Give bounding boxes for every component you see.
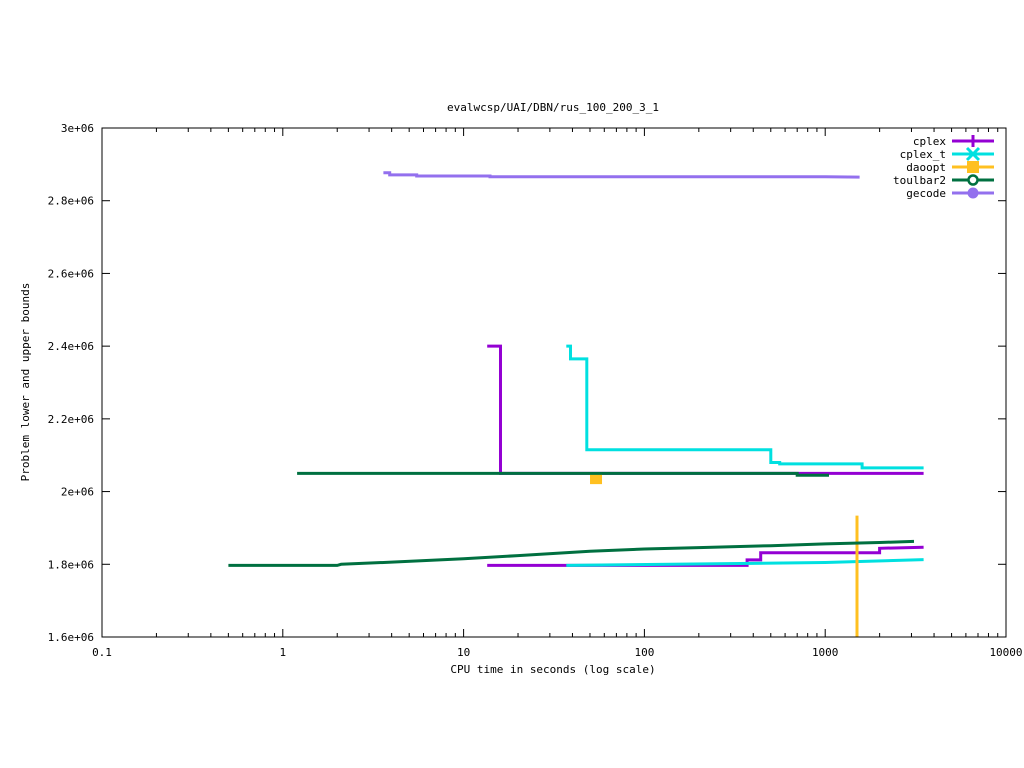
y-tick-label: 2.6e+06 <box>48 267 94 280</box>
y-tick-label: 2e+06 <box>61 486 94 499</box>
series-line-cplex-t <box>566 344 924 470</box>
legend-label-gecode: gecode <box>906 187 946 200</box>
y-tick-label: 3e+06 <box>61 122 94 135</box>
x-tick-label: 1 <box>279 646 286 659</box>
legend-marker-gecode <box>967 187 979 199</box>
series-line-toulbar2 <box>297 471 829 477</box>
series-line-gecode <box>383 171 860 179</box>
legend-marker-toulbar2 <box>967 174 979 186</box>
x-axis-label: CPU time in seconds (log scale) <box>450 663 655 676</box>
x-tick-label: 100 <box>634 646 654 659</box>
series-line-toulbar2 <box>228 539 915 567</box>
y-tick-label: 1.8e+06 <box>48 558 94 571</box>
x-tick-label: 10 <box>457 646 470 659</box>
plot-area <box>228 171 924 637</box>
plot-frame <box>101 127 1007 638</box>
legend-label-cplex: cplex <box>913 135 946 148</box>
legend-marker-cplex-t <box>965 146 981 162</box>
series-line-cplex-t <box>566 558 924 567</box>
x-tick-label: 0.1 <box>92 646 112 659</box>
axis-ticks: 0.1 1 10 100 1000 10000 1.6e+06 1.8e+06 2e+06 2.2… <box>48 122 1023 659</box>
x-tick-label: 1000 <box>812 646 839 659</box>
series-point-daoopt <box>590 472 603 485</box>
y-tick-label: 1.6e+06 <box>48 631 94 644</box>
y-tick-label: 2.4e+06 <box>48 340 94 353</box>
legend-label-toulbar2: toulbar2 <box>893 174 946 187</box>
y-axis-label: Problem lower and upper bounds <box>19 283 32 482</box>
chart-title: evalwcsp/UAI/DBN/rus_100_200_3_1 <box>447 101 659 114</box>
legend-label-daoopt: daoopt <box>906 161 946 174</box>
series-line-cplex <box>487 344 924 475</box>
x-tick-label: 10000 <box>989 646 1022 659</box>
legend-label-cplex-t: cplex_t <box>900 148 946 161</box>
y-tick-label: 2.8e+06 <box>48 195 94 208</box>
legend-marker-daoopt <box>967 161 979 173</box>
y-tick-label: 2.2e+06 <box>48 413 94 426</box>
